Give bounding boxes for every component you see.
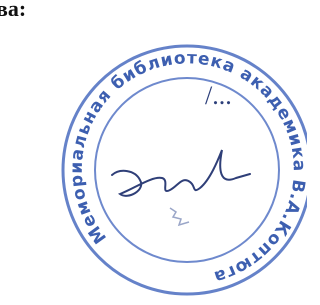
header-text: ва: [0, 0, 26, 21]
page: ва: Мемориальная библиотека академика В.… [0, 0, 307, 305]
signature-mark: /... [205, 81, 232, 110]
